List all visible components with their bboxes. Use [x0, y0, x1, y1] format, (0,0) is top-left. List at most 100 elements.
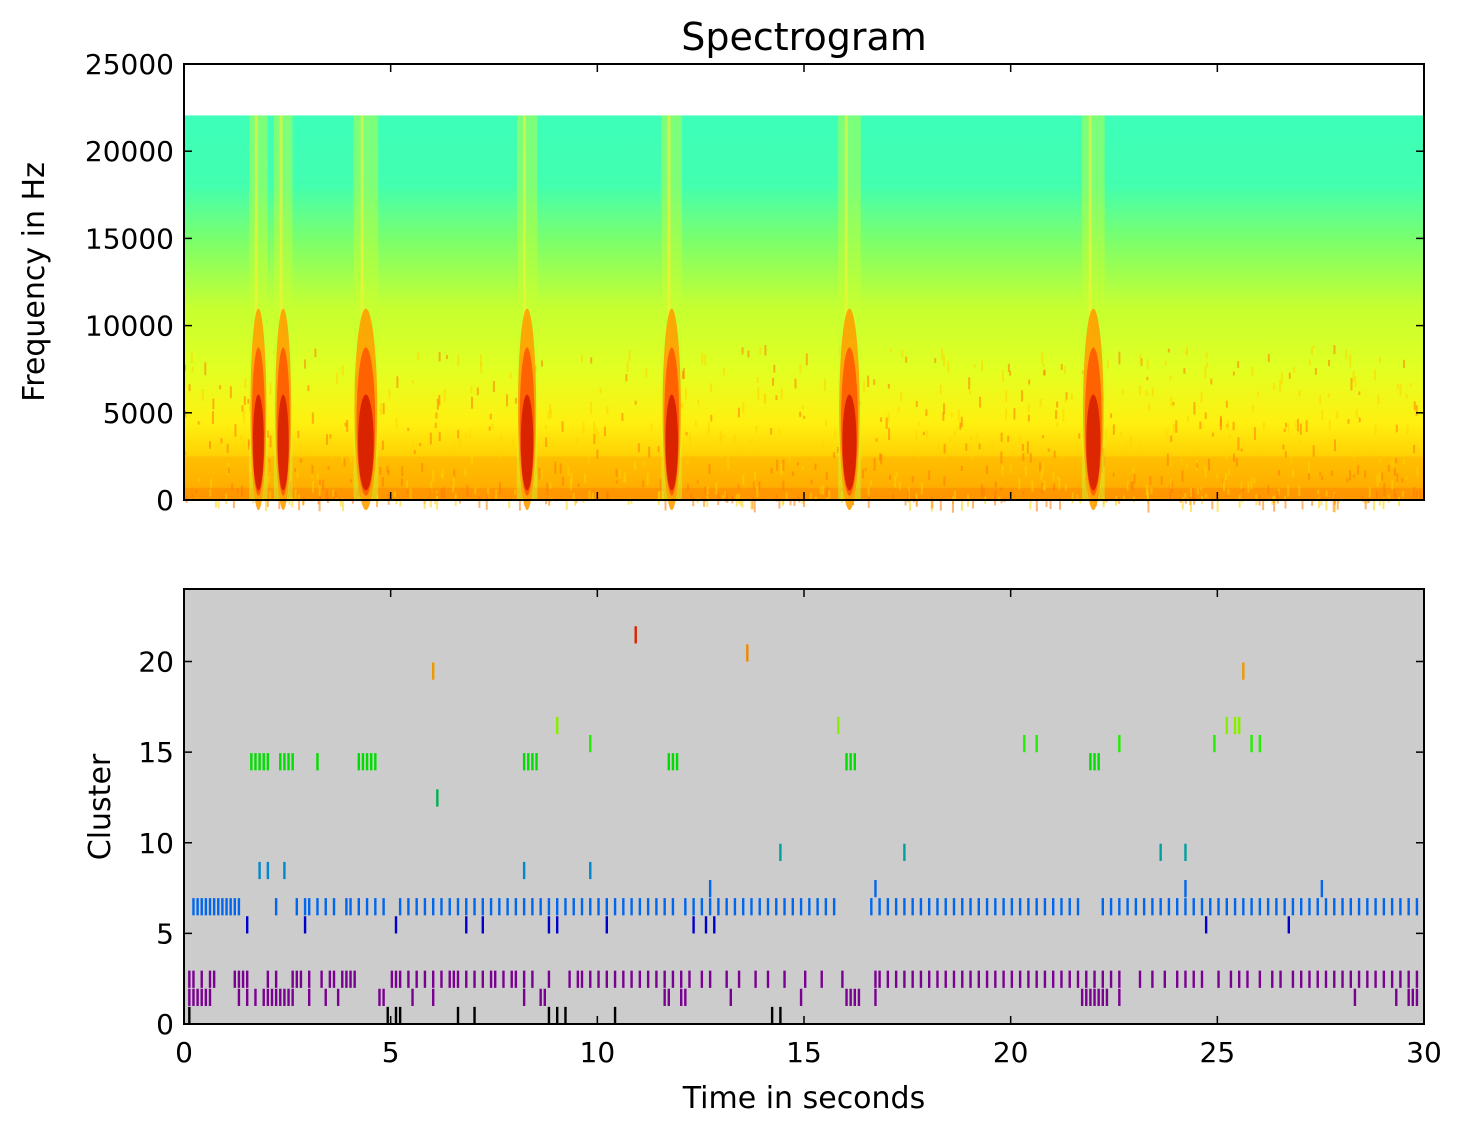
- noise-speck: [1395, 458, 1398, 464]
- cluster-mark: [952, 898, 956, 916]
- noise-speck: [514, 397, 517, 404]
- noise-speck: [794, 378, 797, 389]
- cluster-mark: [717, 898, 720, 916]
- event-core: [358, 394, 374, 491]
- cluster-mark: [250, 753, 253, 771]
- cluster-mark: [994, 970, 997, 988]
- noise-speck: [379, 403, 382, 412]
- noise-speck: [476, 387, 479, 396]
- cluster-mark: [1333, 970, 1336, 988]
- noise-speck: [1355, 409, 1358, 418]
- noise-speck: [430, 480, 433, 494]
- noise-speck: [905, 356, 908, 363]
- noise-speck: [814, 463, 817, 470]
- cluster-mark: [1366, 898, 1369, 916]
- noise-speck: [869, 480, 872, 486]
- cluster-mark: [303, 916, 307, 934]
- noise-speck: [396, 376, 399, 388]
- cluster-mark: [266, 753, 270, 771]
- noise-speck: [737, 493, 740, 504]
- noise-speck: [708, 464, 711, 474]
- noise-speck: [1081, 447, 1084, 453]
- cluster-y-tick-label: 15: [138, 736, 174, 769]
- noise-speck: [780, 463, 783, 475]
- noise-speck: [1368, 446, 1371, 456]
- noise-speck: [584, 474, 587, 483]
- noise-speck: [597, 430, 600, 443]
- noise-speck: [1070, 393, 1073, 400]
- noise-speck: [943, 476, 946, 486]
- noise-speck: [796, 462, 799, 466]
- cluster-mark: [390, 970, 394, 988]
- cluster-y-tick-label: 20: [138, 646, 174, 679]
- cluster-mark: [452, 970, 456, 988]
- noise-speck: [304, 359, 307, 369]
- event-core: [842, 394, 857, 491]
- cluster-mark: [394, 1006, 398, 1025]
- noise-speck: [1284, 496, 1287, 502]
- noise-speck: [1170, 435, 1173, 442]
- noise-speck: [265, 498, 268, 512]
- noise-speck: [1001, 369, 1004, 382]
- noise-speck: [298, 498, 301, 511]
- cluster-mark: [1085, 970, 1088, 988]
- noise-speck: [434, 499, 437, 505]
- noise-speck: [407, 427, 410, 431]
- noise-speck: [782, 459, 785, 471]
- noise-speck: [1416, 466, 1419, 477]
- noise-speck: [305, 448, 308, 456]
- noise-speck: [547, 411, 550, 420]
- cluster-mark: [1043, 898, 1047, 916]
- noise-speck: [1204, 366, 1207, 379]
- noise-speck: [1181, 497, 1184, 510]
- noise-speck: [1413, 401, 1416, 411]
- cluster-mark: [622, 970, 625, 988]
- spectrogram-image: [184, 115, 1424, 513]
- noise-speck: [434, 422, 437, 429]
- spectrogram-title: Spectrogram: [681, 15, 927, 59]
- cluster-mark: [1118, 735, 1121, 753]
- noise-speck: [417, 351, 420, 361]
- noise-speck: [626, 360, 629, 373]
- noise-speck: [1138, 444, 1141, 456]
- cluster-mark: [1089, 753, 1092, 771]
- noise-speck: [219, 385, 222, 390]
- noise-speck: [1215, 474, 1218, 478]
- cluster-mark: [1357, 898, 1361, 916]
- noise-speck: [234, 424, 237, 437]
- event-column-line: [279, 115, 283, 500]
- cluster-mark: [465, 916, 468, 934]
- cluster-mark: [192, 898, 195, 916]
- cluster-mark: [597, 970, 600, 988]
- cluster-mark: [262, 988, 265, 1006]
- noise-speck: [314, 454, 317, 458]
- noise-speck: [1160, 476, 1163, 486]
- noise-speck: [329, 434, 332, 439]
- cluster-mark: [1209, 898, 1212, 916]
- noise-speck: [269, 491, 272, 501]
- noise-speck: [300, 458, 303, 463]
- cluster-mark: [820, 970, 823, 988]
- noise-speck: [1298, 485, 1301, 497]
- noise-speck: [1200, 391, 1203, 403]
- noise-speck: [1314, 367, 1317, 375]
- cluster-series-7: [708, 880, 1324, 898]
- noise-speck: [495, 489, 498, 499]
- cluster-mark: [192, 970, 195, 988]
- noise-speck: [889, 348, 892, 353]
- noise-speck: [319, 494, 322, 500]
- noise-speck: [685, 432, 688, 436]
- noise-speck: [1227, 488, 1230, 495]
- cluster-mark: [1411, 988, 1414, 1006]
- cluster-mark: [266, 861, 270, 880]
- noise-speck: [509, 372, 512, 379]
- noise-speck: [498, 448, 501, 460]
- cluster-mark: [1142, 898, 1146, 916]
- noise-speck: [659, 478, 662, 491]
- cluster-mark: [1382, 970, 1386, 988]
- noise-speck: [1061, 453, 1064, 460]
- cluster-mark: [675, 753, 679, 771]
- noise-speck: [770, 428, 773, 435]
- noise-speck: [875, 438, 878, 442]
- noise-speck: [429, 432, 432, 445]
